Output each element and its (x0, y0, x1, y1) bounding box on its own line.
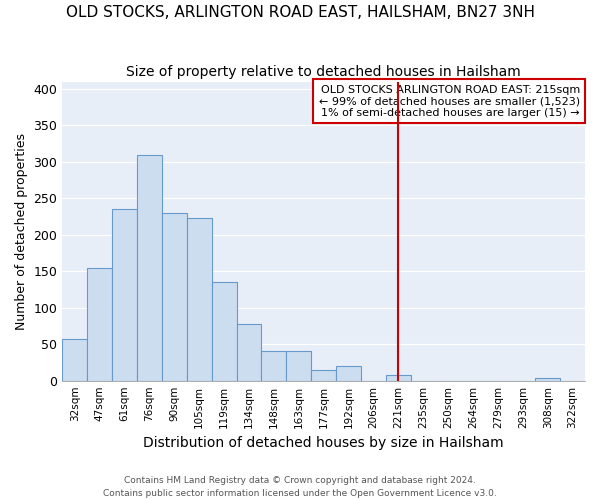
Bar (262, 352, 286, 380)
Bar (535, 378, 560, 380)
Title: Size of property relative to detached houses in Hailsham: Size of property relative to detached ho… (126, 65, 521, 79)
Bar (162, 213, 187, 380)
Bar (386, 375, 411, 380)
Bar (236, 324, 262, 380)
Bar (336, 366, 361, 380)
Bar (87, 268, 112, 380)
Bar (311, 370, 336, 380)
Bar (62, 339, 87, 380)
Text: OLD STOCKS, ARLINGTON ROAD EAST, HAILSHAM, BN27 3NH: OLD STOCKS, ARLINGTON ROAD EAST, HAILSHA… (65, 5, 535, 20)
Bar (286, 352, 311, 380)
X-axis label: Distribution of detached houses by size in Hailsham: Distribution of detached houses by size … (143, 436, 504, 450)
Y-axis label: Number of detached properties: Number of detached properties (15, 132, 28, 330)
Text: Contains HM Land Registry data © Crown copyright and database right 2024.
Contai: Contains HM Land Registry data © Crown c… (103, 476, 497, 498)
Bar (187, 218, 212, 380)
Text: OLD STOCKS ARLINGTON ROAD EAST: 215sqm
← 99% of detached houses are smaller (1,5: OLD STOCKS ARLINGTON ROAD EAST: 215sqm ←… (319, 84, 580, 117)
Bar (212, 282, 236, 380)
Bar (112, 208, 137, 380)
Bar (137, 154, 162, 380)
